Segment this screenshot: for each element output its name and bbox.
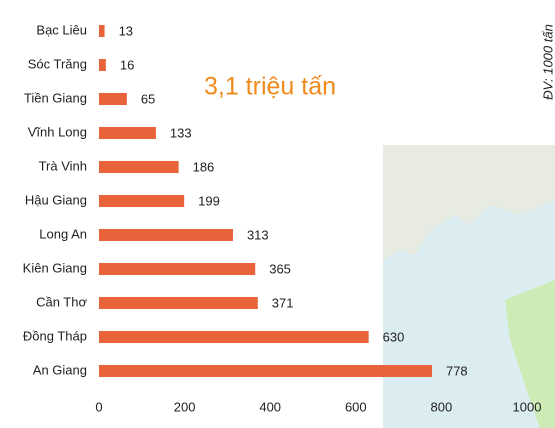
map-background [383,145,555,428]
bar [99,263,255,275]
y-tick-label: Long An [39,226,87,241]
unit-label: ĐV: 1000 tấn [540,24,555,100]
bar [99,331,369,343]
value-label: 365 [269,261,291,276]
y-tick-label: Đồng Tháp [23,328,87,343]
chart: 3,1 triệu tấn ĐV: 1000 tấn 0 200 400 600 800… [0,0,555,428]
bar [99,59,106,71]
value-label: 186 [193,159,215,174]
x-tick-label: 400 [259,399,281,414]
y-tick-label: Bạc Liêu [36,22,87,37]
x-tick-label: 0 [95,399,102,414]
value-label: 313 [247,227,269,242]
bar [99,127,156,139]
value-label: 13 [119,23,133,38]
x-tick-label: 200 [174,399,196,414]
bar [99,229,233,241]
value-label: 199 [198,193,220,208]
y-tick-label: Vĩnh Long [28,124,87,139]
bar [99,93,127,105]
y-tick-label: Sóc Trăng [28,56,87,71]
y-tick-label: Kiên Giang [23,260,87,275]
bar [99,161,179,173]
bar [99,195,184,207]
y-tick-label: Tiền Giang [24,90,87,105]
value-label: 778 [446,363,468,378]
bar [99,297,258,309]
x-tick-label: 800 [431,399,453,414]
bar [99,25,105,37]
y-tick-label: An Giang [33,362,87,377]
chart-title: 3,1 triệu tấn [204,73,336,101]
value-label: 371 [272,295,294,310]
y-tick-label: Trà Vinh [39,158,87,173]
bar [99,365,432,377]
y-tick-label: Cần Thơ [36,294,87,309]
value-label: 65 [141,91,155,106]
x-tick-label: 600 [345,399,367,414]
value-label: 133 [170,125,192,140]
y-tick-label: Hậu Giang [25,192,87,207]
value-label: 630 [383,329,405,344]
x-tick-label: 1000 [513,399,542,414]
value-label: 16 [120,57,134,72]
